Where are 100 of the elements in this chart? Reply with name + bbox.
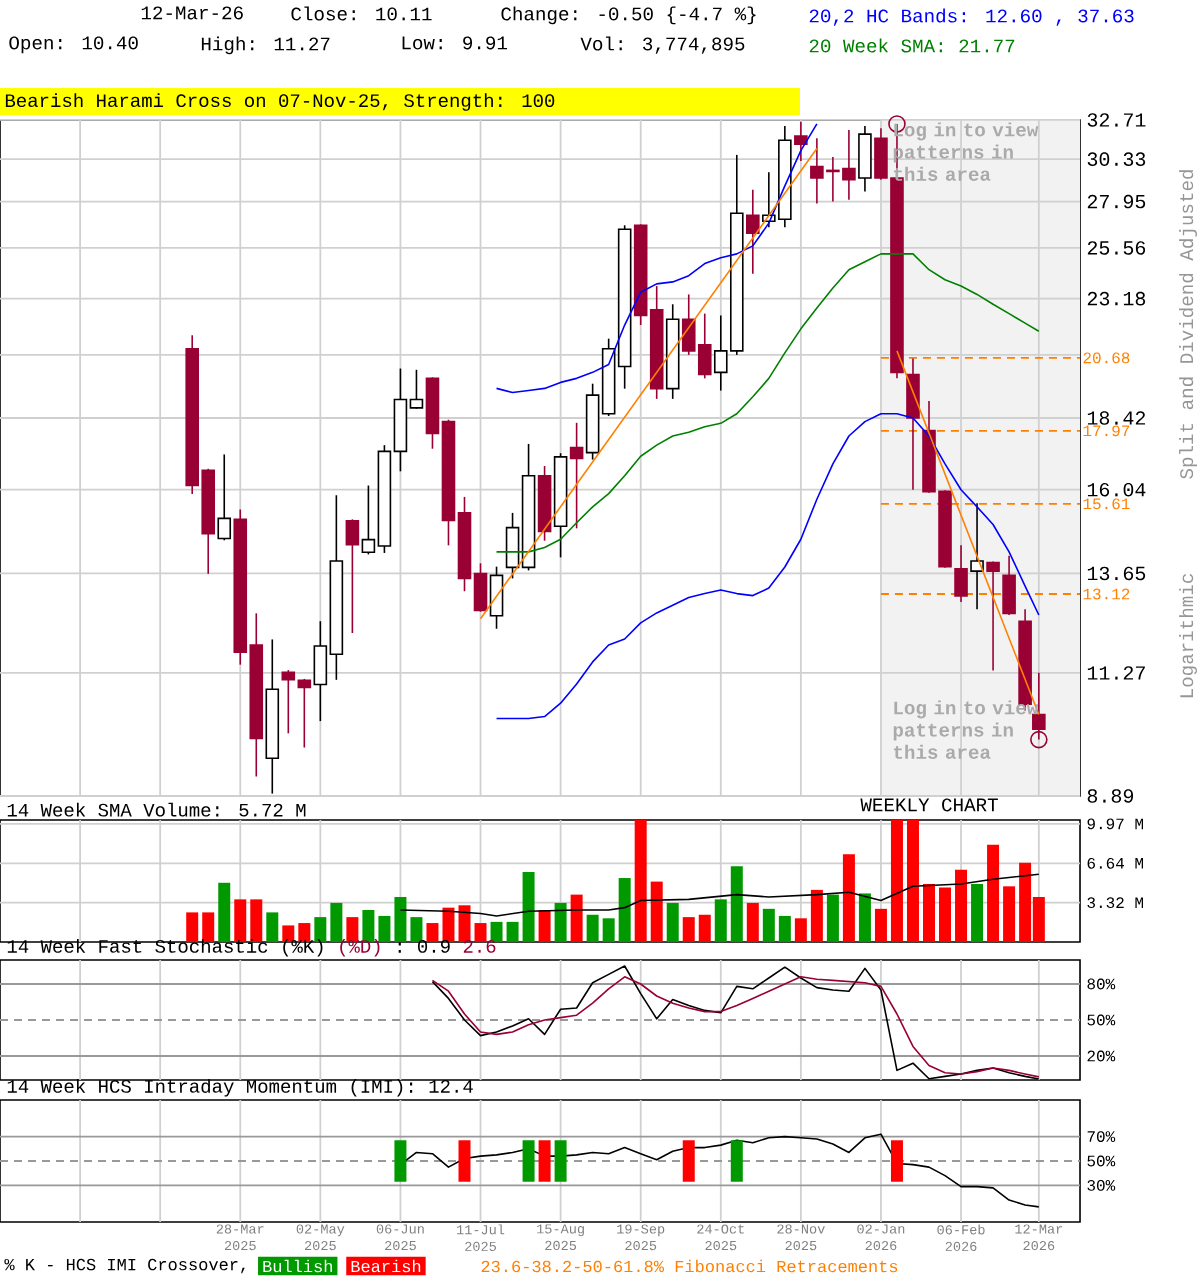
text: 14 Week SMA Volume: 5.72 M bbox=[7, 802, 306, 817]
candlestick bbox=[489, 565, 504, 630]
y-tick-label: 3.32 M bbox=[1087, 897, 1144, 909]
bar bbox=[874, 908, 887, 942]
text: Bullish bbox=[263, 1259, 332, 1273]
y-tick-label: 13.65 bbox=[1087, 566, 1146, 581]
bar bbox=[554, 902, 567, 942]
candlestick bbox=[986, 560, 1000, 672]
bar bbox=[410, 917, 423, 942]
candlestick bbox=[569, 422, 584, 530]
line-series bbox=[399, 873, 1040, 917]
candlestick bbox=[858, 125, 872, 193]
candlestick bbox=[970, 502, 984, 611]
y-tick-label: 50% bbox=[1087, 1014, 1116, 1026]
text: Open: 10.40 bbox=[9, 36, 138, 54]
bar bbox=[362, 910, 375, 942]
bar bbox=[346, 917, 359, 942]
text: Close: 10.11 bbox=[291, 6, 432, 21]
chart-title: 14 Week HCS Intraday Momentum (IMI): 12.4 bbox=[7, 1078, 473, 1097]
bar bbox=[442, 907, 455, 942]
bar bbox=[426, 923, 439, 942]
bar bbox=[298, 923, 311, 942]
bar bbox=[634, 819, 647, 942]
bar bbox=[474, 923, 487, 942]
candlestick bbox=[345, 518, 360, 634]
bar bbox=[250, 899, 263, 942]
bar bbox=[682, 917, 695, 942]
bar bbox=[1003, 886, 1016, 942]
y-tick-label: 27.95 bbox=[1087, 194, 1146, 209]
bar bbox=[890, 819, 903, 942]
annotation: : 0.9 bbox=[398, 939, 450, 953]
text: (%K) bbox=[283, 938, 323, 957]
bar bbox=[778, 915, 791, 942]
text: Low: 9.91 bbox=[402, 36, 508, 50]
bar bbox=[794, 918, 807, 942]
text: Logarithmic bbox=[1179, 574, 1197, 698]
bar bbox=[762, 908, 775, 942]
y-tick-label: 11.27 bbox=[1087, 666, 1145, 680]
bar bbox=[826, 894, 839, 942]
y-tick-label: 9.97 M bbox=[1087, 818, 1144, 830]
annotation: 2.6 bbox=[463, 939, 496, 953]
y-tick-label: 50% bbox=[1087, 1155, 1116, 1167]
bar bbox=[538, 910, 551, 942]
text: WEEKLY CHART bbox=[860, 798, 998, 812]
bar bbox=[714, 899, 727, 942]
text: Vol: 3,774,895 bbox=[580, 36, 745, 54]
bar bbox=[955, 869, 968, 942]
bar bbox=[218, 882, 231, 942]
bar bbox=[570, 894, 583, 942]
bar bbox=[971, 883, 984, 942]
bar bbox=[730, 866, 743, 942]
bar bbox=[394, 896, 407, 942]
y-tick-label: 30.33 bbox=[1087, 152, 1146, 166]
candlestick bbox=[217, 453, 232, 542]
ref-line-label: 13.12 bbox=[1083, 588, 1130, 600]
bar bbox=[987, 844, 1000, 942]
bar bbox=[506, 921, 519, 942]
candlestick bbox=[794, 120, 808, 162]
y-tick-label: 6.64 M bbox=[1087, 857, 1144, 869]
candlestick bbox=[746, 188, 760, 275]
bar bbox=[266, 912, 279, 942]
ref-line-label: 15.61 bbox=[1083, 498, 1130, 510]
bar bbox=[842, 854, 855, 942]
bar bbox=[314, 917, 327, 942]
text: 20 Week SMA: 21.77 bbox=[809, 38, 1015, 53]
y-tick-label: 23.18 bbox=[1087, 291, 1146, 306]
bar bbox=[939, 887, 952, 942]
text: 20,2 HC Bands: 12.60 , 37.63 bbox=[809, 8, 1134, 26]
bar bbox=[490, 921, 503, 942]
y-tick-label: 18.42 bbox=[1087, 411, 1146, 425]
text: 12-Mar-26 bbox=[141, 6, 243, 20]
legend-title: % K - HCS IMI Crossover, bbox=[4, 1258, 245, 1274]
bar bbox=[602, 918, 615, 942]
bar bbox=[234, 899, 247, 942]
bar bbox=[858, 893, 871, 942]
y-tick-label: 8.89 bbox=[1087, 789, 1134, 803]
ref-line-label: 20.68 bbox=[1083, 352, 1130, 364]
bar bbox=[202, 912, 215, 942]
y-axis-title: Split and Dividend Adjusted bbox=[1179, 170, 1197, 479]
bar bbox=[378, 915, 391, 942]
y-tick-label: 80% bbox=[1087, 978, 1116, 990]
text: High: 11.27 bbox=[201, 36, 330, 55]
candlestick bbox=[954, 544, 968, 603]
bar bbox=[330, 902, 343, 942]
bar bbox=[810, 889, 823, 942]
bar bbox=[282, 925, 295, 942]
text: Bearish Harami Cross on 07-Nov-25, Strength: 100 bbox=[5, 93, 555, 111]
y-tick-label: 20% bbox=[1087, 1050, 1116, 1062]
ref-line-label: 17.97 bbox=[1083, 425, 1130, 437]
text: Bearish bbox=[351, 1259, 421, 1273]
bar bbox=[746, 902, 759, 942]
y-tick-label: 25.56 bbox=[1087, 241, 1146, 255]
bar bbox=[666, 902, 679, 942]
text: 23.6-38.2-50-61.8% Fibonacci Retracements bbox=[481, 1259, 898, 1273]
y-tick-label: 30% bbox=[1087, 1179, 1116, 1191]
y-tick-label: 32.71 bbox=[1087, 113, 1146, 127]
bar bbox=[618, 878, 631, 942]
bar bbox=[906, 819, 919, 942]
candlestick bbox=[906, 357, 920, 491]
bar bbox=[650, 881, 663, 942]
